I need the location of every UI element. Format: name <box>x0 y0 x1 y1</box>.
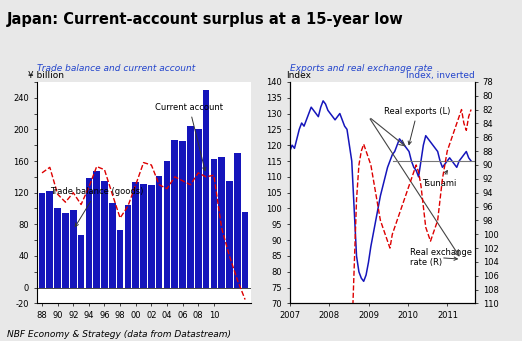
Bar <box>117 230 123 288</box>
Text: Trade balance and current account: Trade balance and current account <box>37 64 195 73</box>
Bar <box>234 153 241 288</box>
Text: NBF Economy & Strategy (data from Datastream): NBF Economy & Strategy (data from Datast… <box>7 330 231 339</box>
Text: Tsunami: Tsunami <box>422 170 456 188</box>
Bar <box>78 235 85 288</box>
Text: Real exports (L): Real exports (L) <box>384 106 450 145</box>
Bar <box>203 90 209 288</box>
Bar <box>140 184 147 288</box>
Text: Trade balance (goods): Trade balance (goods) <box>50 187 143 226</box>
Bar <box>218 157 225 288</box>
Bar <box>148 185 155 288</box>
Bar <box>242 212 248 288</box>
Bar <box>171 140 178 288</box>
Bar <box>101 181 108 288</box>
Bar <box>179 141 186 288</box>
Bar <box>54 208 61 288</box>
Bar <box>39 193 45 288</box>
Bar <box>133 182 139 288</box>
Bar <box>187 126 194 288</box>
Bar <box>156 176 162 288</box>
Text: Exports and real exchange rate: Exports and real exchange rate <box>290 64 432 73</box>
Bar <box>70 210 77 288</box>
Bar <box>93 171 100 288</box>
Bar <box>210 159 217 288</box>
Bar <box>86 178 92 288</box>
Bar <box>226 181 233 288</box>
Bar <box>195 129 201 288</box>
Text: Real exchange
rate (R): Real exchange rate (R) <box>410 248 472 267</box>
Text: Current account: Current account <box>155 103 223 171</box>
Text: Index: Index <box>286 71 311 79</box>
Bar <box>109 203 116 288</box>
Text: Japan: Current-account surplus at a 15-year low: Japan: Current-account surplus at a 15-y… <box>7 12 404 27</box>
Bar <box>46 191 53 288</box>
Bar <box>125 205 131 288</box>
Text: ¥ billion: ¥ billion <box>28 71 64 79</box>
Bar <box>164 161 170 288</box>
Bar <box>62 213 69 288</box>
Text: Index, inverted: Index, inverted <box>406 71 475 79</box>
